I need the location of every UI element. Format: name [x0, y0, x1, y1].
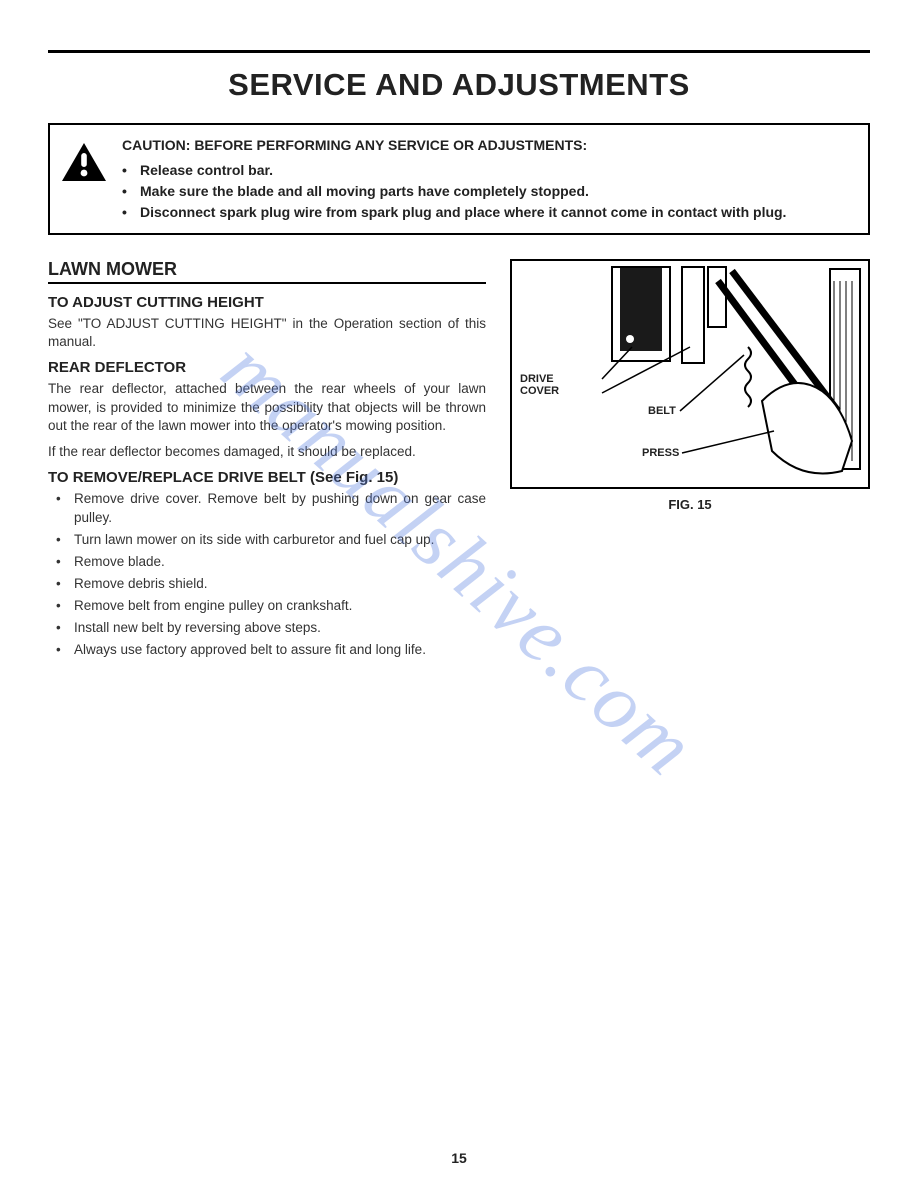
- page-title: SERVICE AND ADJUSTMENTS: [48, 67, 870, 103]
- step-item: Remove blade.: [48, 553, 486, 572]
- content-columns: LAWN MOWER TO ADJUST CUTTING HEIGHT See …: [48, 259, 870, 662]
- step-item: Install new belt by reversing above step…: [48, 619, 486, 638]
- step-item: Remove drive cover. Remove belt by pushi…: [48, 490, 486, 528]
- caution-item: Disconnect spark plug wire from spark pl…: [122, 202, 858, 223]
- fig-label-drive-cover: DRIVE COVER: [520, 373, 559, 397]
- heading-adjust-height: TO ADJUST CUTTING HEIGHT: [48, 294, 486, 311]
- fig-label-press: PRESS: [642, 447, 679, 459]
- fig-label-belt: BELT: [648, 405, 676, 417]
- heading-drive-belt: TO REMOVE/REPLACE DRIVE BELT (See Fig. 1…: [48, 469, 486, 486]
- section-lawn-mower: LAWN MOWER: [48, 259, 486, 284]
- figure-15: DRIVE COVER BELT PRESS: [510, 259, 870, 489]
- figure-caption: FIG. 15: [510, 497, 870, 512]
- step-item: Remove belt from engine pulley on cranks…: [48, 597, 486, 616]
- drive-belt-steps: Remove drive cover. Remove belt by pushi…: [48, 490, 486, 659]
- warning-icon: [60, 135, 108, 183]
- top-rule: [48, 50, 870, 53]
- figure-svg: [512, 261, 868, 487]
- caution-list: Release control bar. Make sure the blade…: [122, 160, 858, 223]
- step-item: Turn lawn mower on its side with carbure…: [48, 531, 486, 550]
- heading-rear-deflector: REAR DEFLECTOR: [48, 359, 486, 376]
- page-number: 15: [0, 1150, 918, 1166]
- right-column: DRIVE COVER BELT PRESS FIG. 15: [510, 259, 870, 662]
- step-item: Always use factory approved belt to assu…: [48, 641, 486, 660]
- caution-item: Release control bar.: [122, 160, 858, 181]
- caution-item: Make sure the blade and all moving parts…: [122, 181, 858, 202]
- left-column: LAWN MOWER TO ADJUST CUTTING HEIGHT See …: [48, 259, 486, 662]
- caution-text: CAUTION: BEFORE PERFORMING ANY SERVICE O…: [122, 135, 858, 223]
- para-rear-deflector-2: If the rear deflector becomes damaged, i…: [48, 443, 486, 461]
- para-adjust-height: See "TO ADJUST CUTTING HEIGHT" in the Op…: [48, 315, 486, 351]
- step-item: Remove debris shield.: [48, 575, 486, 594]
- para-rear-deflector-1: The rear deflector, attached between the…: [48, 380, 486, 435]
- caution-heading: CAUTION: BEFORE PERFORMING ANY SERVICE O…: [122, 135, 858, 156]
- caution-box: CAUTION: BEFORE PERFORMING ANY SERVICE O…: [48, 123, 870, 235]
